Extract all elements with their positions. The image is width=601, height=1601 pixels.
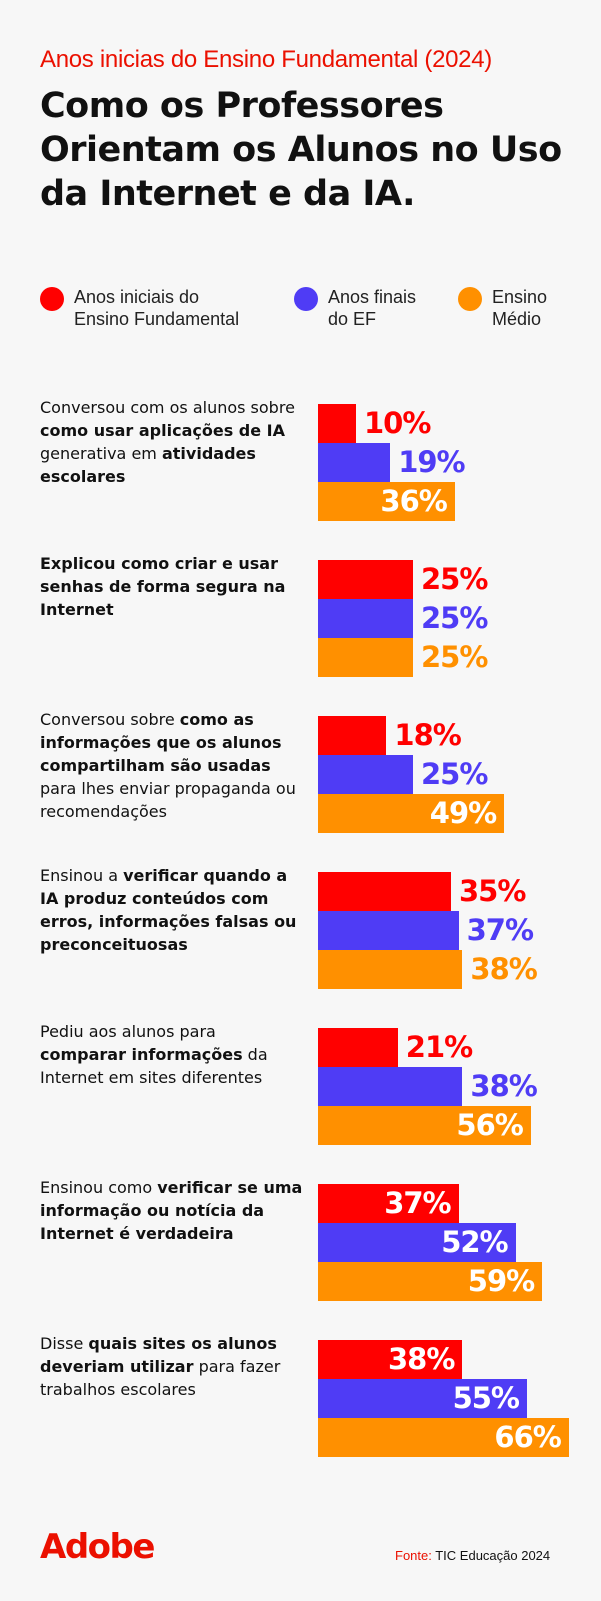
bar [318, 404, 356, 443]
category-group: Conversou com os alunos sobre como usar … [0, 398, 601, 522]
category-label-segment: Explicou como criar e usar senhas de for… [40, 554, 286, 619]
data-label: 59% [467, 1264, 535, 1298]
legend-label: Ensino Médio [492, 287, 548, 329]
bar [318, 1028, 398, 1067]
data-label: 49% [429, 796, 497, 830]
category-label: Pediu aos alunos para comparar informaçõ… [40, 1020, 305, 1089]
legend-dot-icon [294, 287, 318, 311]
data-label: 38% [387, 1342, 455, 1376]
category-label-segment: quais sites os alunos deveriam utilizar [40, 1334, 277, 1376]
category-group: Ensinou a verificar quando a IA produz c… [0, 866, 601, 990]
data-label: 55% [452, 1381, 520, 1415]
category-label-segment: verificar se uma informação ou notícia d… [40, 1178, 303, 1243]
data-label: 52% [441, 1225, 508, 1259]
legend-label: Anos finais do EF [328, 287, 417, 329]
data-label: 25% [421, 562, 488, 596]
bar [318, 638, 413, 677]
data-label: 21% [405, 1030, 473, 1064]
data-label: 35% [459, 874, 526, 908]
category-label-segment: Ensinou a [40, 866, 124, 885]
bar [318, 911, 459, 950]
data-label: 56% [456, 1108, 523, 1142]
data-label: 38% [470, 1069, 537, 1103]
category-label-segment: generativa em [40, 444, 162, 463]
category-label-segment: para fazer trabalhos escolares [40, 1357, 281, 1399]
data-label: 19% [398, 445, 465, 479]
category-label: Conversou com os alunos sobre como usar … [40, 396, 305, 488]
bar [318, 560, 413, 599]
data-label: 38% [470, 952, 537, 986]
legend-item: Anos iniciais do Ensino Fundamental [40, 286, 239, 330]
bar [318, 716, 387, 755]
category-label-segment: para lhes enviar propaganda ou recomenda… [40, 779, 296, 821]
data-label: 25% [421, 640, 488, 674]
data-label: 37% [466, 913, 534, 947]
data-label: 66% [494, 1420, 561, 1454]
chart-subtitle: Anos inicias do Ensino Fundamental (2024… [40, 46, 492, 73]
data-label: 25% [421, 757, 488, 791]
category-group: Pediu aos alunos para comparar informaçõ… [0, 1022, 601, 1146]
category-label-segment: Ensinou como [40, 1178, 158, 1197]
legend-dot-icon [458, 287, 482, 311]
category-label-segment: comparar informações [40, 1045, 243, 1064]
data-label: 25% [421, 601, 488, 635]
category-label-segment: verificar quando a IA produz conteúdos c… [40, 866, 297, 954]
bar [318, 1379, 527, 1418]
bar [318, 1418, 569, 1457]
bar [318, 755, 413, 794]
legend-item: Anos finais do EF [294, 286, 416, 330]
category-label: Conversou sobre como as informações que … [40, 708, 305, 823]
category-label-segment: como usar aplicações de IA [40, 421, 286, 440]
category-group: Conversou sobre como as informações que … [0, 710, 601, 834]
bar [318, 950, 463, 989]
category-label-segment: atividades escolares [40, 444, 256, 486]
category-group: Ensinou como verificar se uma informação… [0, 1178, 601, 1302]
bar [318, 1184, 459, 1223]
category-label-segment: como as informações que os alunos compar… [40, 710, 282, 775]
category-label: Disse quais sites os alunos deveriam uti… [40, 1332, 305, 1401]
category-label-segment: Disse [40, 1334, 89, 1353]
source-label: Fonte: [395, 1548, 432, 1563]
data-label: 37% [384, 1186, 451, 1220]
bar [318, 443, 391, 482]
adobe-logo: Adobe [40, 1527, 155, 1567]
category-label: Ensinou como verificar se uma informação… [40, 1176, 305, 1245]
category-label-segment: Conversou sobre [40, 710, 180, 729]
legend-item: Ensino Médio [458, 286, 547, 330]
bar [318, 1067, 463, 1106]
source-note: Fonte: TIC Educação 2024 [395, 1548, 550, 1563]
bar [318, 794, 505, 833]
category-label-segment: Conversou com os alunos sobre [40, 398, 295, 417]
category-group: Explicou como criar e usar senhas de for… [0, 554, 601, 678]
chart-title: Como os Professores Orientam os Alunos n… [40, 86, 562, 214]
category-label-segment: Pediu aos alunos para [40, 1022, 216, 1041]
data-label: 18% [394, 718, 461, 752]
legend-dot-icon [40, 287, 64, 311]
source-text: TIC Educação 2024 [431, 1548, 551, 1563]
data-label: 36% [380, 484, 447, 518]
bar [318, 1340, 463, 1379]
bar [318, 1223, 516, 1262]
category-label-segment: da Internet em sites diferentes [40, 1045, 268, 1087]
category-label: Ensinou a verificar quando a IA produz c… [40, 864, 305, 956]
bar [318, 1262, 543, 1301]
data-label: 10% [364, 406, 431, 440]
bar [318, 599, 413, 638]
legend-label: Anos iniciais do Ensino Fundamental [74, 287, 240, 329]
category-label: Explicou como criar e usar senhas de for… [40, 552, 305, 621]
bar [318, 1106, 531, 1145]
category-group: Disse quais sites os alunos deveriam uti… [0, 1334, 601, 1458]
bar [318, 482, 455, 521]
bar [318, 872, 451, 911]
